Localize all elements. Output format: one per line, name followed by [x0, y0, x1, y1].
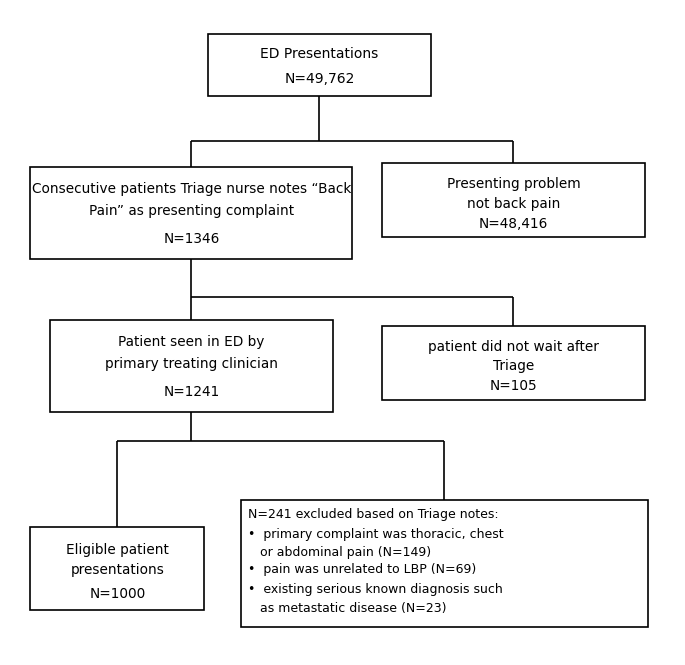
Text: •  primary complaint was thoracic, chest: • primary complaint was thoracic, chest — [249, 528, 504, 541]
Text: Triage: Triage — [493, 360, 534, 374]
Text: Consecutive patients Triage nurse notes “Back: Consecutive patients Triage nurse notes … — [32, 182, 351, 196]
Text: or abdominal pain (N=149): or abdominal pain (N=149) — [249, 545, 432, 559]
Text: N=48,416: N=48,416 — [479, 217, 548, 231]
Text: N=1000: N=1000 — [89, 587, 145, 600]
Text: Patient seen in ED by: Patient seen in ED by — [118, 335, 264, 349]
Text: Pain” as presenting complaint: Pain” as presenting complaint — [88, 204, 294, 218]
FancyBboxPatch shape — [30, 166, 352, 259]
FancyBboxPatch shape — [50, 320, 333, 412]
Text: N=49,762: N=49,762 — [284, 72, 355, 86]
FancyBboxPatch shape — [208, 34, 432, 96]
Text: N=1346: N=1346 — [163, 231, 219, 246]
Text: presentations: presentations — [71, 563, 164, 577]
Text: not back pain: not back pain — [466, 197, 560, 211]
Text: N=1241: N=1241 — [163, 385, 219, 399]
FancyBboxPatch shape — [382, 326, 645, 400]
Text: N=105: N=105 — [490, 379, 537, 393]
FancyBboxPatch shape — [382, 164, 645, 237]
FancyBboxPatch shape — [30, 527, 204, 610]
Text: Eligible patient: Eligible patient — [66, 543, 169, 557]
Text: primary treating clinician: primary treating clinician — [105, 357, 277, 371]
Text: patient did not wait after: patient did not wait after — [428, 340, 599, 354]
FancyBboxPatch shape — [240, 500, 648, 628]
Text: •  existing serious known diagnosis such: • existing serious known diagnosis such — [249, 583, 503, 597]
Text: N=241 excluded based on Triage notes:: N=241 excluded based on Triage notes: — [249, 508, 499, 521]
Text: ED Presentations: ED Presentations — [260, 47, 379, 61]
Text: •  pain was unrelated to LBP (N=69): • pain was unrelated to LBP (N=69) — [249, 563, 477, 577]
Text: as metastatic disease (N=23): as metastatic disease (N=23) — [249, 602, 447, 615]
Text: Presenting problem: Presenting problem — [447, 177, 580, 191]
